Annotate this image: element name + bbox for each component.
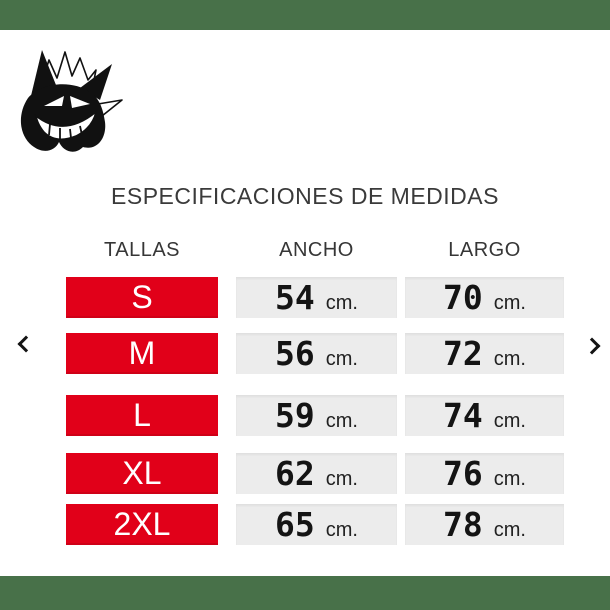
size-badge: L	[66, 395, 218, 436]
table-row-s: S 54 cm. 70 cm.	[66, 277, 564, 318]
ancho-value: 54	[275, 278, 315, 317]
size-label: S	[131, 279, 153, 315]
table-row-m: M 56 cm. 72 cm.	[66, 333, 564, 374]
size-badge: XL	[66, 453, 218, 494]
top-green-band	[0, 0, 610, 30]
table-row-2xl: 2XL 65 cm. 78 cm.	[66, 504, 564, 545]
ancho-value-cell: 62 cm.	[236, 453, 397, 494]
largo-value-cell: 78 cm.	[405, 504, 564, 545]
size-badge: 2XL	[66, 504, 218, 545]
chevron-left-icon[interactable]	[17, 335, 35, 353]
size-badge: M	[66, 333, 218, 374]
ancho-value: 59	[275, 396, 315, 435]
unit-label: cm.	[325, 519, 358, 541]
largo-value-cell: 74 cm.	[405, 395, 564, 436]
ancho-value-cell: 56 cm.	[236, 333, 397, 374]
column-header-ancho: ANCHO	[279, 239, 354, 261]
page-title: ESPECIFICACIONES DE MEDIDAS	[111, 183, 499, 209]
ancho-value-cell: 65 cm.	[236, 504, 397, 545]
size-label: 2XL	[113, 506, 171, 542]
largo-value-cell: 70 cm.	[405, 277, 564, 318]
size-label: M	[128, 335, 156, 371]
size-table: S 54 cm. 70 cm. M 56 cm. 72 cm. L	[66, 277, 564, 547]
unit-label: cm.	[493, 468, 526, 490]
table-row-xl: XL 62 cm. 76 cm.	[66, 453, 564, 494]
ancho-value-cell: 59 cm.	[236, 395, 397, 436]
unit-label: cm.	[493, 292, 526, 314]
size-badge: S	[66, 277, 218, 318]
gengar-ghost-logo-icon	[20, 50, 123, 152]
largo-value: 74	[443, 396, 483, 435]
size-label: XL	[122, 455, 162, 491]
size-label: L	[133, 397, 151, 433]
largo-value: 78	[443, 505, 483, 544]
largo-value: 72	[443, 334, 483, 373]
bottom-green-band	[0, 576, 610, 610]
unit-label: cm.	[493, 348, 526, 370]
largo-value-cell: 72 cm.	[405, 333, 564, 374]
unit-label: cm.	[493, 410, 526, 432]
table-row-l: L 59 cm. 74 cm.	[66, 395, 564, 436]
largo-value-cell: 76 cm.	[405, 453, 564, 494]
largo-value: 76	[443, 454, 483, 493]
ancho-value: 56	[275, 334, 315, 373]
ancho-value: 65	[275, 505, 315, 544]
largo-value: 70	[443, 278, 483, 317]
unit-label: cm.	[325, 292, 358, 314]
unit-label: cm.	[325, 410, 358, 432]
column-header-largo: LARGO	[448, 239, 521, 261]
unit-label: cm.	[325, 348, 358, 370]
ancho-value-cell: 54 cm.	[236, 277, 397, 318]
column-header-tallas: TALLAS	[104, 239, 180, 261]
chevron-right-icon[interactable]	[583, 337, 601, 355]
unit-label: cm.	[493, 519, 526, 541]
unit-label: cm.	[325, 468, 358, 490]
ancho-value: 62	[275, 454, 315, 493]
